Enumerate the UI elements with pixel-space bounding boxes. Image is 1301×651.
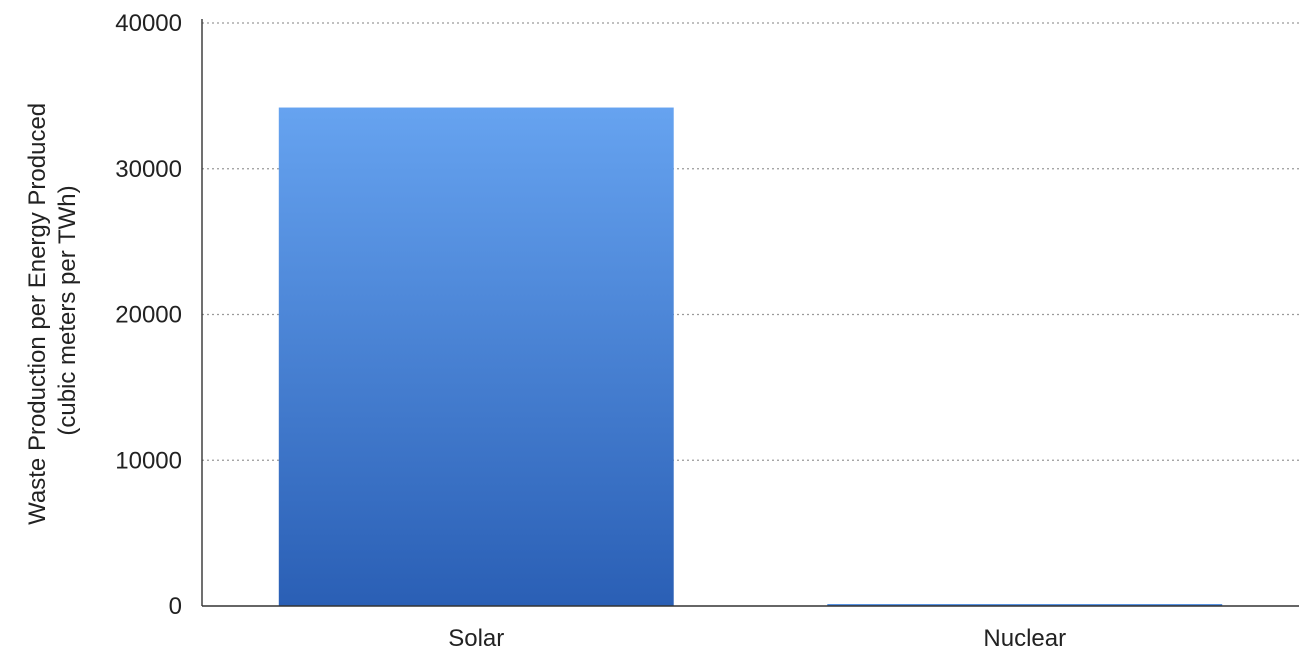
x-category-labels: Solar Nuclear: [448, 625, 1066, 651]
y-tick-label: 0: [169, 593, 182, 620]
x-category-label-solar: Solar: [448, 625, 504, 651]
y-tick-label: 20000: [115, 302, 182, 329]
bar-solar: [278, 107, 674, 606]
y-axis-title-line-2: (cubic meters per TWh): [54, 185, 81, 435]
y-axis-title: Waste Production per Energy Produced (cu…: [24, 96, 81, 525]
bar-nuclear: [827, 604, 1223, 606]
x-category-label-nuclear: Nuclear: [983, 625, 1066, 651]
axes: [201, 19, 1299, 607]
y-axis-title-line-1: Waste Production per Energy Produced: [24, 103, 51, 525]
y-tick-label: 30000: [115, 156, 182, 183]
y-tick-label: 40000: [115, 10, 182, 37]
y-tick-labels: 0 10000 20000 30000 40000: [115, 10, 182, 620]
y-tick-label: 10000: [115, 447, 182, 474]
bars: [278, 107, 1223, 606]
